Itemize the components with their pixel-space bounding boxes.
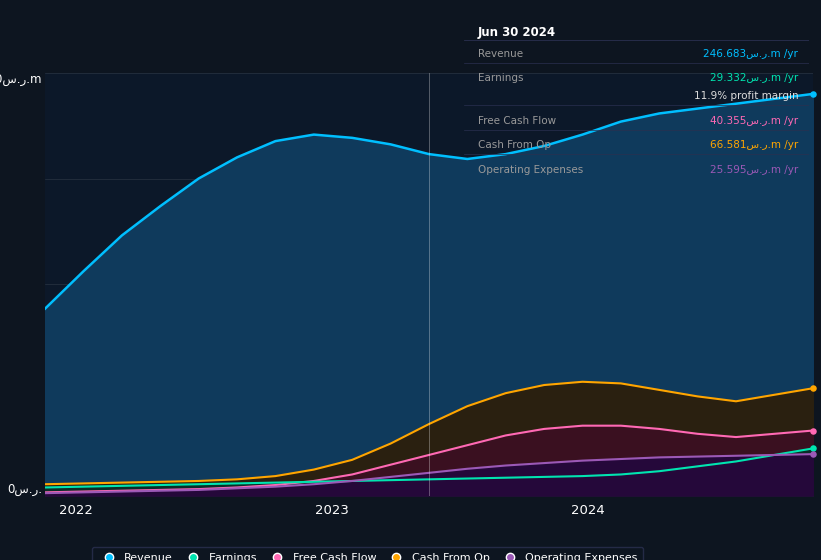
Text: 246.683س.ر.m /yr: 246.683س.ر.m /yr	[704, 49, 798, 59]
Text: Operating Expenses: Operating Expenses	[478, 165, 583, 175]
Text: 40.355س.ر.m /yr: 40.355س.ر.m /yr	[710, 115, 798, 125]
Text: 25.595س.ر.m /yr: 25.595س.ر.m /yr	[710, 165, 798, 175]
Point	[806, 444, 819, 453]
Legend: Revenue, Earnings, Free Cash Flow, Cash From Op, Operating Expenses: Revenue, Earnings, Free Cash Flow, Cash …	[92, 547, 643, 560]
Point	[806, 90, 819, 99]
Text: Revenue: Revenue	[478, 49, 523, 59]
Text: 66.581س.ر.m /yr: 66.581س.ر.m /yr	[710, 141, 798, 150]
Text: Cash From Op: Cash From Op	[478, 141, 551, 150]
Text: Jun 30 2024: Jun 30 2024	[478, 26, 556, 39]
Text: 0س.ر.: 0س.ر.	[7, 483, 42, 496]
Point	[806, 384, 819, 393]
Text: Free Cash Flow: Free Cash Flow	[478, 115, 556, 125]
Text: Earnings: Earnings	[478, 73, 523, 83]
Text: 260س.ر.m: 260س.ر.m	[0, 73, 42, 86]
Point	[806, 450, 819, 459]
Point	[806, 426, 819, 435]
Text: 11.9% profit margin: 11.9% profit margin	[694, 91, 798, 101]
Text: 29.332س.ر.m /yr: 29.332س.ر.m /yr	[710, 73, 798, 83]
